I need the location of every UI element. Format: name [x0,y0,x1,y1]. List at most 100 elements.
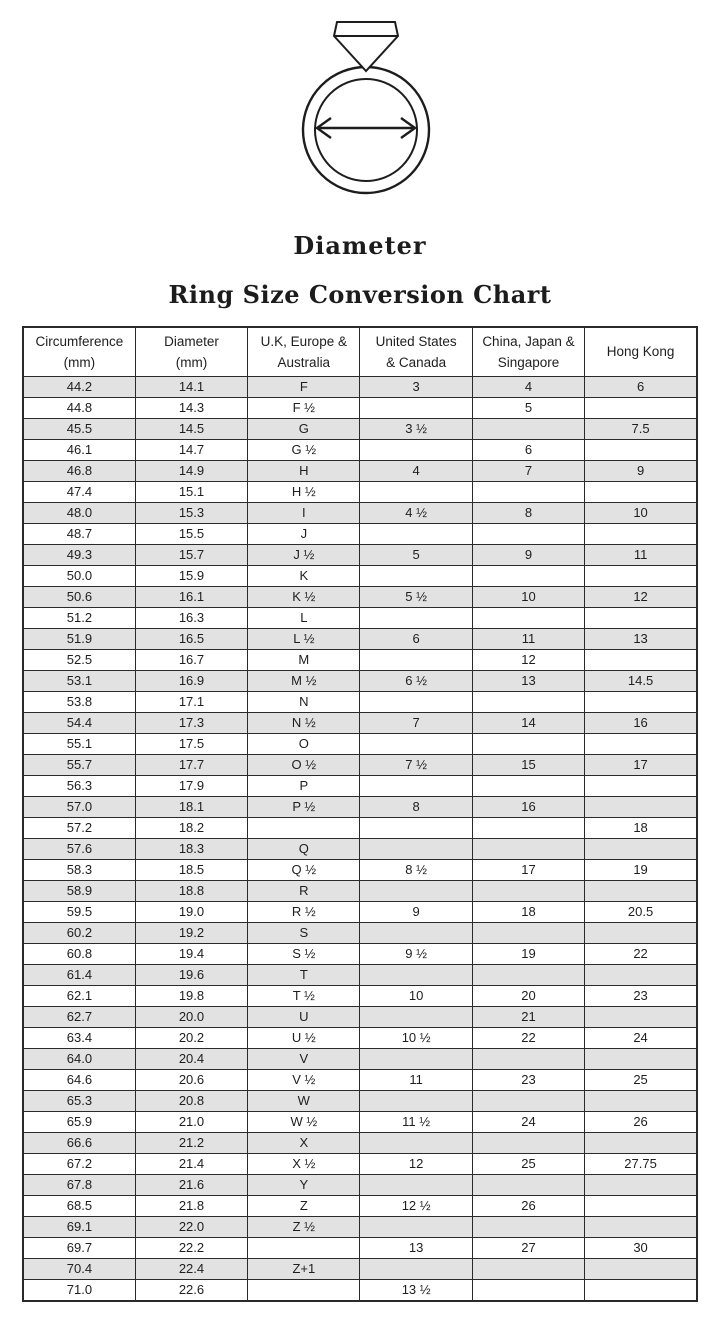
table-cell: Z ½ [247,1215,361,1238]
ring-outer-circle [301,65,431,195]
table-cell: 44.2 [22,375,136,398]
table-row: 57.0 18.1 P ½ 8 16 [22,795,698,818]
column-header-us-canada: United States & Canada [359,326,473,377]
table-cell: 14.3 [134,396,249,419]
table-cell: 53.8 [22,690,136,713]
table-cell: 26 [584,1110,698,1133]
table-row: 68.5 21.8 Z 12 ½ 26 [22,1194,698,1217]
table-cell [471,564,586,587]
table-cell: 57.6 [22,837,136,860]
table-cell: 18.1 [134,795,249,818]
table-cell: 47.4 [22,480,136,503]
table-cell [359,879,473,902]
table-cell: Q ½ [247,858,361,881]
table-row: 57.2 18.2 18 [22,816,698,839]
table-row: 60.2 19.2 S [22,921,698,944]
table-cell [584,1215,698,1238]
table-cell: 44.8 [22,396,136,419]
table-cell [359,1215,473,1238]
table-cell: H [247,459,361,482]
column-header-diameter: Diameter (mm) [134,326,249,377]
table-cell: O ½ [247,753,361,776]
table-cell [471,690,586,713]
table-cell: 71.0 [22,1278,136,1301]
ring-size-conversion-table: Circumference (mm) Diameter (mm) U.K, Eu… [22,326,698,1302]
table-cell: U ½ [247,1026,361,1049]
table-cell: 20 [471,984,586,1007]
table-cell: 65.3 [22,1089,136,1112]
table-cell: 11 ½ [359,1110,473,1133]
table-row: 49.3 15.7 J ½ 5 9 11 [22,543,698,566]
table-cell [359,774,473,797]
column-header-china-japan-singapore: China, Japan & Singapore [471,326,586,377]
table-cell [471,921,586,944]
table-cell [584,1173,698,1196]
table-cell [359,438,473,461]
table-cell: 46.8 [22,459,136,482]
table-cell [471,816,586,839]
table-cell: Z+1 [247,1257,361,1280]
table-cell [471,1257,586,1280]
table-cell: 5 [471,396,586,419]
table-cell: 12 [359,1152,473,1175]
table-row: 51.9 16.5 L ½ 6 11 13 [22,627,698,650]
table-cell [359,816,473,839]
table-cell: 20.6 [134,1068,249,1091]
table-cell [359,564,473,587]
table-cell [359,921,473,944]
table-cell [359,396,473,419]
table-cell: 14.5 [584,669,698,692]
table-cell: V ½ [247,1068,361,1091]
table-cell: 64.6 [22,1068,136,1091]
table-cell: 15.1 [134,480,249,503]
table-cell: 15.7 [134,543,249,566]
table-cell: J ½ [247,543,361,566]
table-cell [584,480,698,503]
table-cell: F [247,375,361,398]
table-cell [471,879,586,902]
table-cell [471,774,586,797]
table-row: 67.8 21.6 Y [22,1173,698,1196]
table-row: 58.9 18.8 R [22,879,698,902]
table-cell: 11 [359,1068,473,1091]
table-cell [584,648,698,671]
table-cell [471,963,586,986]
table-row: 59.5 19.0 R ½ 9 18 20.5 [22,900,698,923]
table-row: 70.4 22.4 Z+1 [22,1257,698,1280]
table-cell: 54.4 [22,711,136,734]
table-cell: 20.4 [134,1047,249,1070]
table-cell: 9 ½ [359,942,473,965]
table-cell [584,1047,698,1070]
table-cell [584,1194,698,1217]
table-row: 64.6 20.6 V ½ 11 23 25 [22,1068,698,1091]
table-row: 69.7 22.2 13 27 30 [22,1236,698,1259]
table-cell: 17.1 [134,690,249,713]
diameter-arrowhead-right [400,117,418,139]
table-cell: 51.2 [22,606,136,629]
table-cell: 69.1 [22,1215,136,1238]
table-cell: 22.2 [134,1236,249,1259]
table-cell: P [247,774,361,797]
table-cell: 21.6 [134,1173,249,1196]
table-cell: 23 [584,984,698,1007]
table-cell: 22.6 [134,1278,249,1301]
table-cell [359,480,473,503]
table-cell: 16.3 [134,606,249,629]
column-header-circumference: Circumference (mm) [22,326,136,377]
table-row: 57.6 18.3 Q [22,837,698,860]
table-cell: 17.5 [134,732,249,755]
table-cell: L [247,606,361,629]
table-cell: 11 [584,543,698,566]
table-cell: 55.1 [22,732,136,755]
table-cell: 16 [471,795,586,818]
table-cell: 51.9 [22,627,136,650]
table-cell [359,1131,473,1154]
table-cell: P ½ [247,795,361,818]
table-cell [584,921,698,944]
table-cell [359,1005,473,1028]
table-cell: 14.9 [134,459,249,482]
table-cell [359,648,473,671]
table-row: 71.0 22.6 13 ½ [22,1278,698,1301]
